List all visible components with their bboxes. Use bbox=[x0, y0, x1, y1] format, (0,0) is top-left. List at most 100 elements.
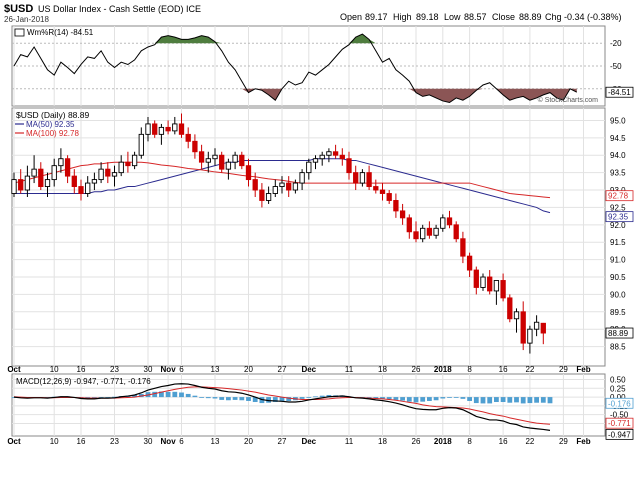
candle bbox=[406, 214, 412, 239]
macd-histogram-bar bbox=[520, 397, 526, 404]
candle-body bbox=[18, 179, 24, 191]
price-y-tick-label: 91.5 bbox=[610, 238, 626, 247]
candle-body bbox=[527, 328, 533, 344]
candle bbox=[98, 162, 104, 184]
ma100-legend-text: MA(100) 92.78 bbox=[26, 129, 79, 138]
x-tick-label: 20 bbox=[244, 437, 253, 446]
candle bbox=[192, 134, 198, 159]
candle-body bbox=[453, 224, 459, 240]
candle-body bbox=[71, 175, 77, 187]
candle-body bbox=[366, 172, 372, 187]
macd-histogram-bar bbox=[319, 395, 325, 398]
candle-body bbox=[299, 172, 305, 184]
candle bbox=[138, 127, 144, 159]
candle bbox=[205, 151, 211, 173]
x-tick-label: Dec bbox=[301, 437, 316, 446]
candle-body bbox=[158, 126, 165, 135]
candle-body bbox=[292, 182, 299, 191]
price-y-tick-label: 95.0 bbox=[610, 116, 626, 125]
ma50-line bbox=[14, 158, 551, 214]
candle-body bbox=[58, 158, 64, 167]
x-tick-label: Feb bbox=[576, 437, 590, 446]
candle bbox=[44, 172, 51, 197]
candle bbox=[172, 116, 178, 135]
x-tick-label: Oct bbox=[7, 365, 21, 374]
candle-body bbox=[500, 280, 506, 299]
macd-line bbox=[13, 383, 551, 431]
macd-histogram-bar bbox=[239, 397, 245, 401]
candle bbox=[118, 155, 124, 177]
macd-layer bbox=[11, 379, 605, 431]
price-y-tick-label: 90.0 bbox=[610, 290, 626, 299]
candle-body bbox=[279, 182, 285, 187]
macd-last-label: -0.771 bbox=[608, 419, 631, 428]
candle-body bbox=[433, 227, 439, 236]
candle-body bbox=[413, 231, 419, 240]
macd-histogram-bar bbox=[380, 397, 385, 399]
macd-histogram-bar bbox=[433, 397, 439, 401]
candle bbox=[111, 165, 118, 187]
candle-body bbox=[473, 269, 479, 288]
macd-histogram-bar bbox=[219, 397, 225, 400]
price-y-tick-label: 90.5 bbox=[610, 273, 626, 282]
macd-legend-text: MACD(12,26,9) -0.947, -0.771, -0.176 bbox=[16, 377, 151, 386]
candle-body bbox=[326, 151, 332, 156]
macd-histogram-bar bbox=[447, 397, 452, 398]
macd-histogram-bar bbox=[212, 397, 218, 399]
macd-histogram-bar bbox=[272, 397, 278, 403]
macd-histogram-bar bbox=[467, 397, 472, 401]
macd-histogram-bar bbox=[185, 393, 191, 398]
candle-body bbox=[44, 179, 51, 187]
candle-body bbox=[245, 165, 252, 181]
candle-body bbox=[460, 238, 466, 257]
x-tick-label: 16 bbox=[77, 437, 86, 446]
macd-histogram-bar bbox=[165, 391, 171, 398]
x-tick-label: 29 bbox=[559, 437, 568, 446]
candle bbox=[78, 179, 84, 201]
candle-body bbox=[212, 154, 218, 160]
candle bbox=[232, 151, 238, 170]
macd-histogram-bar bbox=[232, 397, 238, 400]
macd-histogram-bar bbox=[279, 397, 285, 402]
candle bbox=[386, 190, 392, 204]
price-y-tick-label: 89.5 bbox=[610, 308, 626, 317]
x-tick-label: Feb bbox=[576, 365, 590, 374]
candle bbox=[259, 183, 265, 208]
watermark: © StockCharts.com bbox=[538, 96, 599, 104]
williams-r-layer bbox=[12, 33, 605, 104]
x-tick-label: 23 bbox=[110, 437, 119, 446]
candle-body bbox=[205, 158, 211, 163]
williams-r-legend-swatch bbox=[14, 28, 25, 37]
candle bbox=[433, 224, 439, 239]
candle-body bbox=[91, 179, 98, 184]
price-y-tick-label: 92.5 bbox=[610, 203, 626, 212]
candle bbox=[460, 231, 466, 264]
candle-body bbox=[312, 158, 319, 163]
axis-layer: OctOct1010161623233030NovNov661313202027… bbox=[7, 39, 634, 446]
candle bbox=[453, 221, 459, 243]
candle-body bbox=[493, 280, 500, 292]
candle bbox=[265, 186, 272, 204]
candle bbox=[500, 273, 506, 302]
chart-date: 26-Jan-2018 bbox=[4, 15, 49, 24]
candle-body bbox=[185, 133, 191, 142]
x-tick-label: 6 bbox=[179, 437, 184, 446]
macd-histogram-bar bbox=[286, 397, 292, 401]
candle-body bbox=[533, 321, 540, 330]
candle bbox=[239, 151, 245, 170]
candle-body bbox=[265, 193, 272, 201]
candle bbox=[38, 162, 44, 191]
candle-body bbox=[339, 154, 345, 160]
candle bbox=[185, 127, 191, 149]
candle-body bbox=[386, 193, 392, 201]
candle bbox=[346, 151, 352, 180]
x-tick-label: 11 bbox=[345, 437, 354, 446]
macd-histogram-bar bbox=[473, 397, 479, 404]
macd-y-tick-label: -0.50 bbox=[610, 411, 629, 420]
macd-histogram-bar bbox=[199, 397, 204, 398]
candle-body bbox=[31, 168, 37, 177]
low-label: Low bbox=[444, 12, 461, 22]
candle bbox=[219, 151, 225, 173]
candle-body bbox=[145, 123, 151, 135]
close-value: 88.89 bbox=[519, 12, 542, 22]
